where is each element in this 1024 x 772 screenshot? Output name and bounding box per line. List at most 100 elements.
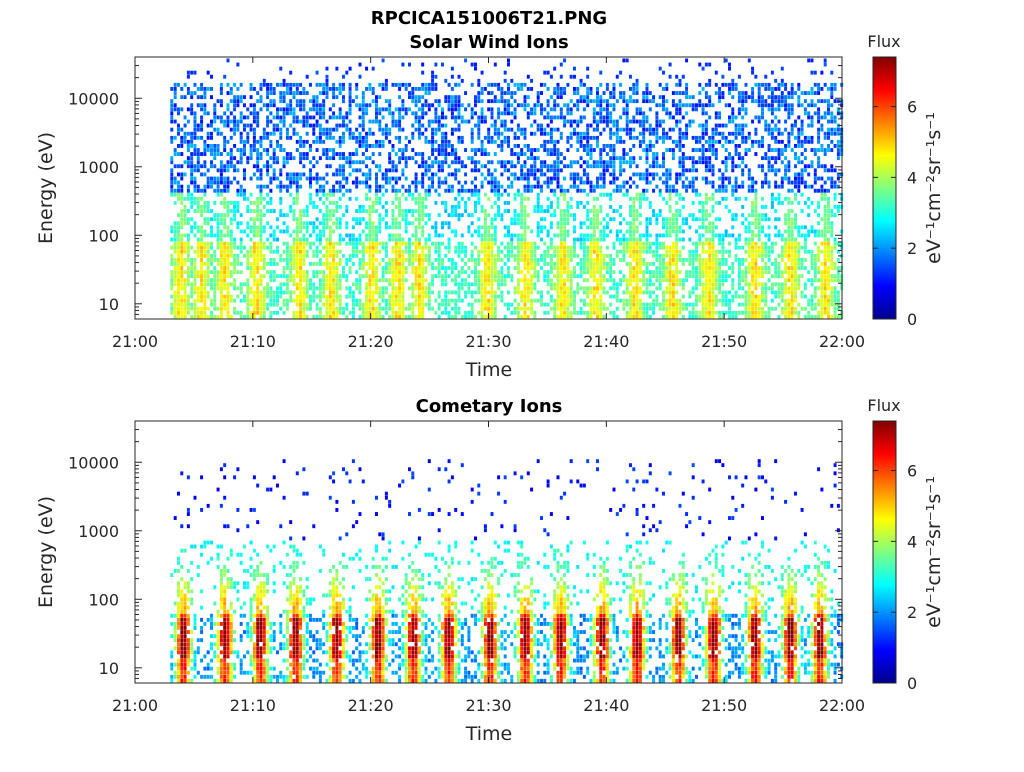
- heatmap-cell: [302, 213, 306, 218]
- heatmap-cell: [219, 213, 223, 218]
- heatmap-cell: [305, 74, 309, 79]
- heatmap-cell: [272, 131, 276, 136]
- heatmap-cell: [589, 258, 593, 262]
- heatmap-cell: [516, 310, 520, 315]
- heatmap-cell: [477, 310, 481, 315]
- heatmap-cell: [305, 213, 309, 218]
- heatmap-cell: [526, 111, 530, 116]
- heatmap-cell: [582, 258, 586, 262]
- heatmap-cell: [375, 278, 378, 283]
- heatmap-cell: [602, 253, 606, 258]
- heatmap-cell: [566, 217, 570, 222]
- heatmap-cell: [427, 217, 431, 222]
- heatmap-cell: [444, 180, 448, 185]
- heatmap-cell: [256, 270, 260, 275]
- heatmap-cell: [421, 290, 425, 295]
- heatmap-cell: [186, 278, 190, 283]
- heatmap-cell: [338, 196, 342, 201]
- heatmap-cell: [444, 266, 448, 270]
- heatmap-cell: [510, 245, 514, 250]
- heatmap-cell: [233, 298, 237, 303]
- heatmap-cell: [417, 180, 421, 185]
- heatmap-cell: [279, 290, 283, 295]
- heatmap-cell: [553, 266, 557, 270]
- heatmap-cell: [625, 298, 629, 303]
- heatmap-cell: [497, 131, 501, 136]
- heatmap-cell: [500, 241, 504, 246]
- heatmap-cell: [318, 156, 322, 161]
- heatmap-cell: [579, 233, 583, 238]
- heatmap-cell: [480, 274, 484, 279]
- heatmap-cell: [490, 253, 494, 258]
- heatmap-cell: [635, 225, 639, 230]
- heatmap-cell: [507, 135, 510, 140]
- heatmap-cell: [629, 294, 632, 299]
- heatmap-cell: [332, 95, 336, 100]
- heatmap-cell: [460, 241, 464, 246]
- heatmap-cell: [335, 221, 339, 226]
- heatmap-cell: [638, 270, 642, 275]
- heatmap-cell: [480, 184, 484, 189]
- heatmap-cell: [493, 253, 497, 258]
- heatmap-cell: [216, 180, 220, 185]
- heatmap-cell: [401, 270, 405, 275]
- heatmap-cell: [193, 282, 197, 287]
- heatmap-cell: [223, 233, 227, 238]
- heatmap-cell: [325, 245, 329, 250]
- heatmap-cell: [605, 160, 609, 165]
- heatmap-cell: [573, 176, 576, 181]
- heatmap-cell: [170, 274, 174, 279]
- heatmap-cell: [523, 217, 527, 222]
- heatmap-cell: [655, 233, 659, 238]
- heatmap-cell: [338, 172, 342, 177]
- heatmap-cell: [259, 314, 263, 319]
- heatmap-cell: [170, 156, 174, 161]
- heatmap-cell: [328, 290, 332, 295]
- heatmap-cell: [388, 270, 392, 275]
- heatmap-cell: [566, 82, 570, 87]
- heatmap-cell: [523, 103, 527, 108]
- heatmap-cell: [177, 241, 180, 246]
- heatmap-cell: [441, 164, 444, 169]
- heatmap-cell: [503, 278, 507, 283]
- heatmap-cell: [625, 127, 629, 132]
- heatmap-cell: [460, 119, 464, 124]
- heatmap-cell: [434, 229, 438, 234]
- heatmap-cell: [602, 314, 606, 319]
- heatmap-cell: [342, 135, 345, 140]
- heatmap-cell: [408, 91, 411, 95]
- heatmap-cell: [582, 115, 586, 120]
- heatmap-cell: [200, 241, 204, 246]
- heatmap-cell: [582, 233, 586, 238]
- heatmap-cell: [556, 82, 560, 87]
- heatmap-cell: [266, 270, 270, 275]
- heatmap-cell: [345, 225, 349, 230]
- heatmap-cell: [549, 282, 553, 287]
- heatmap-cell: [520, 213, 524, 218]
- heatmap-cell: [401, 192, 405, 197]
- heatmap-cell: [206, 217, 210, 222]
- heatmap-cell: [483, 152, 487, 156]
- heatmap-cell: [477, 131, 481, 136]
- heatmap-cell: [431, 160, 435, 165]
- heatmap-cell: [563, 209, 567, 213]
- heatmap-cell: [292, 245, 296, 250]
- heatmap-cell: [483, 314, 487, 319]
- heatmap-cell: [421, 258, 425, 262]
- heatmap-cell: [229, 111, 233, 116]
- heatmap-cell: [431, 127, 435, 132]
- heatmap-cell: [553, 298, 557, 303]
- heatmap-cell: [173, 262, 177, 266]
- heatmap-cell: [180, 249, 184, 254]
- heatmap-cell: [269, 233, 273, 238]
- heatmap-cell: [447, 314, 451, 319]
- heatmap-cell: [358, 290, 362, 295]
- heatmap-cell: [272, 262, 276, 266]
- heatmap-cell: [559, 274, 563, 279]
- heatmap-cell: [549, 262, 553, 266]
- heatmap-cell: [332, 310, 336, 315]
- heatmap-cell: [599, 205, 603, 209]
- heatmap-cell: [648, 131, 652, 136]
- heatmap-cell: [401, 209, 405, 213]
- heatmap-cell: [553, 209, 557, 213]
